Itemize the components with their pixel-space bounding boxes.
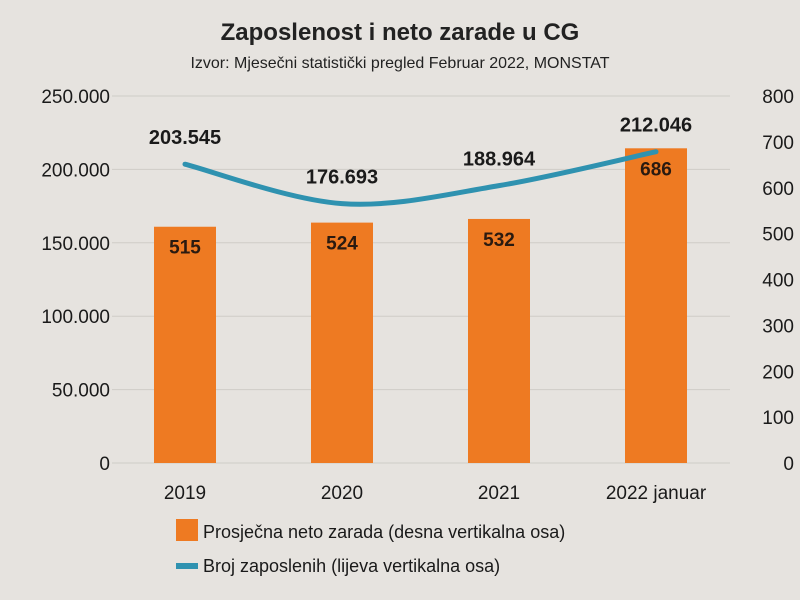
bar-data-label: 686 [640,159,672,180]
left-axis-tick-label: 50.000 [52,381,110,402]
legend-swatch-bar [176,519,198,541]
legend-label-bar: Prosječna neto zarada (desna vertikalna … [203,522,565,542]
line-layer: 515 524 532 686 203.545 176.693 188.964 212.046 [149,115,692,259]
legend-label-line: Broj zaposlenih (lijeva vertikalna osa) [203,556,500,576]
bar [625,148,687,464]
line-data-label: 203.545 [149,127,221,149]
left-axis-tick-label: 0 [99,454,110,475]
chart-title: Zaposlenost i neto zarade u CG [221,19,580,46]
right-axis-tick-label: 500 [762,225,794,246]
right-axis-tick-label: 0 [783,454,794,475]
right-axis-tick-label: 600 [762,179,794,200]
axis-layer: 0 50.000 100.000 150.000 200.000 250.000 0 100 2… [41,87,794,504]
category-label: 2022 januar [606,483,707,504]
line-data-label: 188.964 [463,149,536,171]
bar [154,226,216,463]
line-data-label: 212.046 [620,115,692,137]
bar [468,218,530,463]
category-label: 2019 [164,483,206,504]
left-axis-tick-label: 150.000 [41,234,110,255]
left-axis-tick-label: 100.000 [41,307,110,328]
bar-data-label: 532 [483,230,515,251]
line-data-label: 176.693 [306,167,378,189]
right-axis-tick-label: 800 [762,87,794,108]
right-axis-tick-label: 300 [762,316,794,337]
bar-layer [154,148,687,464]
category-label: 2020 [321,483,363,504]
right-axis-tick-label: 200 [762,362,794,383]
bar-data-label: 524 [326,234,358,255]
category-label: 2021 [478,483,520,504]
right-axis-tick-label: 400 [762,271,794,292]
legend: Prosječna neto zarada (desna vertikalna … [176,519,565,576]
left-axis-tick-label: 250.000 [41,87,110,108]
bar [311,222,373,463]
bar-data-label: 515 [169,238,201,259]
chart-subtitle: Izvor: Mjesečni statistički pregled Febr… [190,55,609,72]
series-line [182,149,659,207]
right-axis-tick-label: 100 [762,408,794,429]
right-axis-tick-label: 700 [762,133,794,154]
left-axis-tick-label: 200.000 [41,160,110,181]
